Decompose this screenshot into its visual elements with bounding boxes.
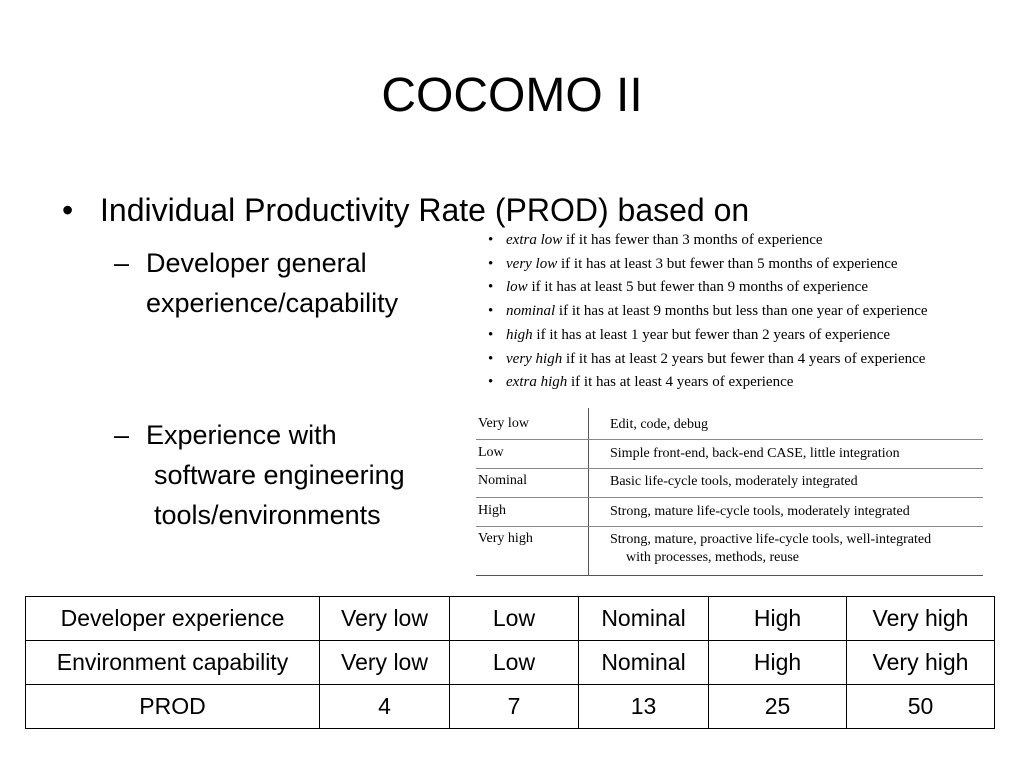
tools-description: Strong, mature life-cycle tools, moderat… xyxy=(610,504,910,519)
level-term: very high xyxy=(506,350,563,367)
sub-bullet-line: Experience with xyxy=(146,420,337,450)
table-cell: Very low xyxy=(319,596,450,641)
table-cell: High xyxy=(708,596,847,641)
list-item: very low if it has at least 3 but fewer … xyxy=(486,253,928,277)
tools-description-continued: with processes, methods, reuse xyxy=(626,550,800,565)
level-definition: if it has at least 5 but fewer than 9 mo… xyxy=(527,279,868,296)
list-item: extra low if it has fewer than 3 months … xyxy=(486,229,928,253)
table-cell: Very low xyxy=(319,640,450,685)
slide-title: COCOMO II xyxy=(381,69,643,122)
table-cell: 4 xyxy=(319,684,450,729)
tools-level: Low xyxy=(478,445,504,460)
level-term: extra low xyxy=(506,232,563,248)
table-cell: High xyxy=(708,640,847,685)
level-term: very low xyxy=(506,255,558,272)
list-item: very high if it has at least 2 years but… xyxy=(486,348,928,372)
level-term: extra high xyxy=(506,374,568,391)
level-definition: if it has at least 4 years of experience xyxy=(567,374,794,391)
prod-rating-table: Developer experience Very low Low Nomina… xyxy=(25,596,995,729)
main-bullet-text: Individual Productivity Rate (PROD) base… xyxy=(100,192,750,228)
table-row: PROD 4 7 13 25 50 xyxy=(25,684,995,729)
level-definition: if it has at least 9 months but less tha… xyxy=(555,303,928,320)
table-cell: PROD xyxy=(25,684,320,729)
sub-bullet-line: experience/capability xyxy=(146,288,399,318)
table-cell: Very high xyxy=(846,640,995,685)
row-divider xyxy=(476,468,983,469)
row-divider xyxy=(476,439,983,440)
level-term: low xyxy=(506,279,528,296)
list-item: low if it has at least 5 but fewer than … xyxy=(486,276,928,300)
tools-capability-table: Very low Edit, code, debug Low Simple fr… xyxy=(476,408,983,576)
table-cell: Environment capability xyxy=(25,640,320,685)
list-item: nominal if it has at least 9 months but … xyxy=(486,300,928,324)
table-row: Developer experience Very low Low Nomina… xyxy=(25,596,995,641)
table-cell: Nominal xyxy=(578,640,709,685)
list-item: extra high if it has at least 4 years of… xyxy=(486,371,928,395)
bullet-glyph: • xyxy=(62,192,74,228)
level-definition: if it has at least 2 years but fewer tha… xyxy=(562,350,926,367)
level-definition: if it has at least 3 but fewer than 5 mo… xyxy=(557,255,898,272)
tools-level: Nominal xyxy=(478,473,527,488)
tools-level: Very low xyxy=(478,416,529,431)
tools-level: Very high xyxy=(478,531,533,546)
level-term: high xyxy=(506,326,533,343)
tools-description: Basic life-cycle tools, moderately integ… xyxy=(610,474,858,489)
table-cell: Nominal xyxy=(578,596,709,641)
row-divider xyxy=(476,526,983,527)
list-item: high if it has at least 1 year but fewer… xyxy=(486,324,928,348)
column-divider xyxy=(588,408,589,576)
table-cell: Low xyxy=(449,640,579,685)
table-cell: Very high xyxy=(846,596,995,641)
tools-description: Edit, code, debug xyxy=(610,417,708,432)
main-bullet: • Individual Productivity Rate (PROD) bas… xyxy=(62,188,749,232)
tools-description: Strong, mature, proactive life-cycle too… xyxy=(610,532,932,547)
table-cell: 13 xyxy=(578,684,709,729)
tools-description: Simple front-end, back-end CASE, little … xyxy=(610,446,900,461)
row-divider xyxy=(476,497,983,498)
dash-glyph: – xyxy=(114,420,130,450)
table-cell: 25 xyxy=(708,684,847,729)
level-definition: if it has at least 1 year but fewer than… xyxy=(532,326,891,343)
sub-bullet-line: tools/environments xyxy=(154,500,381,530)
experience-level-list: extra low if it has fewer than 3 months … xyxy=(486,229,928,395)
sub-bullet-line: Developer general xyxy=(146,248,367,278)
table-row: Environment capability Very low Low Nomi… xyxy=(25,640,995,685)
table-cell: Developer experience xyxy=(25,596,320,641)
table-cell: 50 xyxy=(846,684,995,729)
tools-level: High xyxy=(478,503,506,518)
sub-bullet-line: software engineering xyxy=(154,460,405,490)
dash-glyph: – xyxy=(114,248,130,278)
level-term: nominal xyxy=(506,303,556,320)
table-cell: Low xyxy=(449,596,579,641)
level-definition: if it has fewer than 3 months of experie… xyxy=(562,232,823,248)
row-divider xyxy=(476,575,983,576)
table-cell: 7 xyxy=(449,684,579,729)
